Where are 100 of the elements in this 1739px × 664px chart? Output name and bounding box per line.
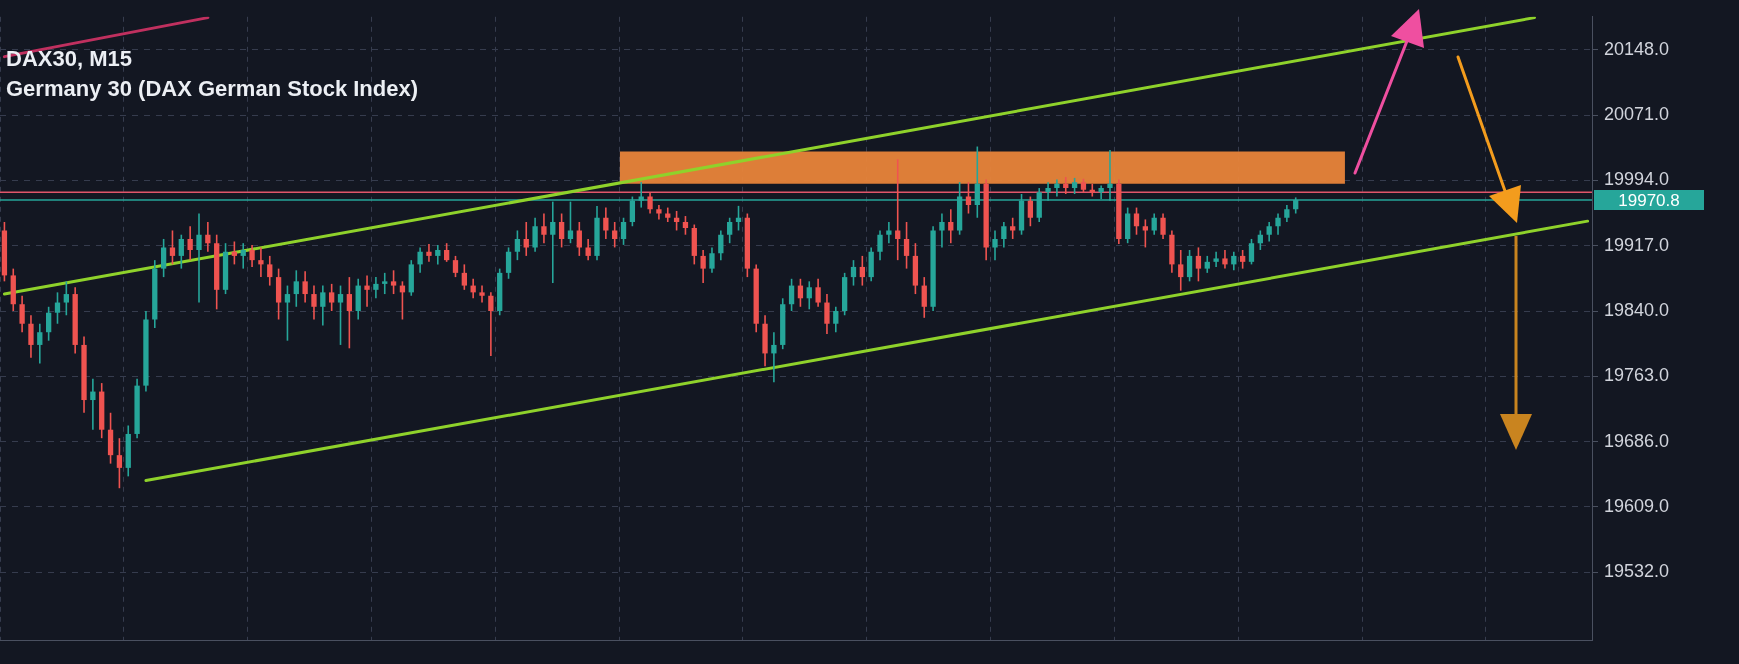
y-tick-label: 20071.0	[1604, 104, 1670, 125]
candlestick	[505, 246, 512, 280]
candlestick	[514, 229, 521, 261]
candlestick	[364, 274, 370, 308]
y-tick-label: 19994.0	[1604, 169, 1670, 190]
candlestick	[700, 249, 706, 284]
candlestick	[160, 238, 167, 278]
candlestick	[293, 269, 299, 308]
candlestick	[187, 225, 193, 261]
candlestick	[992, 229, 998, 261]
candlestick	[267, 255, 273, 287]
candlestick	[329, 283, 335, 312]
candlestick	[1213, 250, 1219, 268]
candlestick	[886, 221, 892, 244]
candlestick	[833, 305, 839, 334]
candlestick	[390, 269, 397, 295]
candlestick	[1195, 246, 1202, 283]
candlestick	[939, 212, 945, 249]
candlestick	[585, 238, 591, 261]
candlestick	[1063, 176, 1069, 195]
candlestick	[1239, 249, 1246, 270]
y-tick-label: 19840.0	[1604, 299, 1670, 320]
candlestick	[302, 270, 308, 304]
candlestick	[709, 246, 715, 274]
candlestick	[426, 243, 432, 263]
candlestick	[903, 221, 910, 270]
text: Germany 30 (DAX German Stock Index)	[6, 75, 419, 103]
candlestick	[311, 284, 317, 321]
candlestick	[895, 158, 901, 261]
candlestick	[178, 233, 184, 270]
candlestick	[54, 291, 61, 325]
y-tick-label: 19609.0	[1604, 495, 1670, 516]
candlestick	[735, 205, 742, 232]
candlestick	[452, 255, 459, 278]
candlestick	[1266, 221, 1272, 243]
candlestick	[37, 322, 43, 365]
candlestick	[682, 215, 689, 236]
candlestick	[443, 242, 450, 263]
candlestick	[435, 244, 441, 266]
candlestick	[346, 276, 353, 350]
candlestick	[417, 246, 423, 274]
candlestick	[850, 259, 857, 287]
y-tick-label: 19763.0	[1604, 365, 1670, 386]
candlestick	[558, 212, 565, 249]
candlestick	[541, 212, 547, 244]
y-tick-label: 19686.0	[1604, 430, 1670, 451]
text: DAX30, M15	[6, 45, 133, 73]
candlestick	[373, 276, 379, 300]
candlestick	[921, 276, 927, 319]
candlestick	[1133, 206, 1140, 236]
candlestick	[1248, 238, 1255, 266]
y-tick-label: 19532.0	[1604, 561, 1670, 582]
candlestick	[877, 229, 883, 261]
candlestick	[90, 378, 96, 431]
candlestick	[647, 191, 653, 215]
candlestick	[1222, 249, 1228, 270]
candlestick	[240, 242, 246, 270]
candlestick	[1275, 212, 1281, 236]
candlestick	[532, 216, 538, 253]
candlestick	[1001, 221, 1007, 249]
candlestick	[19, 294, 25, 334]
candlestick	[815, 278, 821, 308]
candlestick	[249, 244, 255, 268]
candlestick	[231, 240, 238, 266]
candlestick	[612, 221, 618, 249]
candlestick	[771, 331, 777, 384]
candlestick	[382, 272, 388, 295]
candlestick	[806, 280, 812, 311]
candlestick	[116, 437, 123, 490]
candlestick	[488, 291, 494, 357]
candlestick	[576, 221, 582, 257]
ref-line-label: 19970.8	[1618, 190, 1680, 210]
candlestick	[1186, 249, 1193, 283]
candlestick	[1160, 212, 1166, 240]
candlestick	[824, 293, 830, 335]
candlestick	[1027, 195, 1034, 228]
candlestick	[479, 284, 485, 304]
y-tick-label: 20148.0	[1604, 38, 1670, 59]
candlestick	[284, 284, 291, 342]
candlestick	[673, 210, 680, 232]
candlestick	[797, 278, 804, 308]
y-tick-label: 19917.0	[1604, 234, 1670, 255]
candlestick	[169, 229, 176, 266]
candlestick	[1151, 212, 1157, 236]
candlestick	[461, 263, 467, 291]
candlestick	[196, 212, 202, 304]
candlestick	[337, 284, 344, 346]
candlestick	[1010, 216, 1016, 240]
candlestick	[718, 229, 724, 261]
candlestick	[1054, 178, 1060, 198]
candlestick	[620, 216, 627, 246]
candlestick	[320, 284, 326, 327]
candlestick	[28, 314, 34, 359]
candlestick	[258, 246, 264, 278]
candlestick	[788, 278, 795, 312]
candlestick	[1178, 249, 1184, 292]
candlestick	[727, 216, 733, 244]
candlestick	[859, 255, 865, 287]
candlestick	[63, 280, 69, 317]
candlestick	[603, 206, 609, 240]
